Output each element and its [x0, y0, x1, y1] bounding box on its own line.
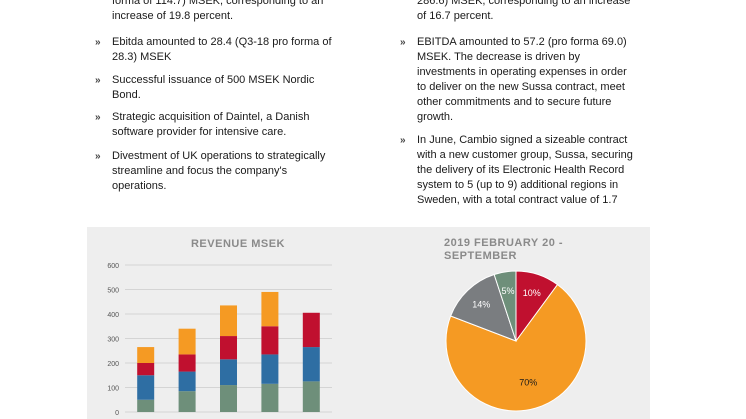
- left-bullet-2: » Successful issuance of 500 MSEK Nordic B…: [95, 73, 372, 103]
- right-bullet-line: Sweden, with a total contract value of 1…: [417, 194, 618, 206]
- right-bullet-2: » In June, Cambio signed a sizeable contr…: [400, 133, 677, 208]
- y-tick-label: 400: [107, 312, 119, 319]
- left-bullet-line: Divestment of UK operations to strategic…: [112, 150, 326, 162]
- bullet-marker-icon: »: [95, 112, 101, 123]
- left-bullet-line: operations.: [112, 180, 167, 192]
- left-bullet-line: 28.3) MSEK: [112, 51, 172, 63]
- right-bullet-0: 286.6) MSEK, corresponding to an increas…: [400, 0, 677, 24]
- y-tick-label: 600: [107, 263, 119, 270]
- left-bullet-line: increase of 19.8 percent.: [112, 10, 234, 22]
- left-bullet-line: Strategic acquisition of Daintel, a Dani…: [112, 111, 310, 123]
- pie-slice-label: 70%: [519, 378, 537, 388]
- left-bullet-4: » Divestment of UK operations to strategi…: [95, 149, 372, 194]
- y-tick-label: 300: [107, 337, 119, 344]
- bullet-marker-icon: »: [95, 75, 101, 86]
- y-tick-label: 0: [115, 410, 119, 417]
- left-bullet-line: forma of 114.7) MSEK, corresponding to a…: [112, 0, 324, 7]
- right-bullet-line: system to 5 (up to 9) additional regions…: [417, 179, 619, 191]
- pie-slice-label: 5%: [502, 286, 515, 296]
- bar-segment: [302, 381, 320, 412]
- revenue-bar-chart: 0 100 200 300 400 500 600: [107, 263, 332, 417]
- bar-segment: [302, 312, 320, 348]
- right-bullet-line: In June, Cambio signed a sizeable contra…: [417, 134, 628, 146]
- right-bullet-line: growth.: [417, 111, 454, 123]
- bar-segment: [137, 375, 155, 400]
- left-bullet-line: streamline and focus the company's: [112, 165, 288, 177]
- y-tick-label: 100: [107, 386, 119, 393]
- bar-segment: [178, 391, 196, 412]
- left-bullet-line: Successful issuance of 500 MSEK Nordic: [112, 74, 315, 86]
- bar-segment: [178, 371, 196, 392]
- left-bullet-line: Ebitda amounted to 28.4 (Q3-18 pro forma…: [112, 36, 332, 48]
- bar-segment: [137, 363, 155, 376]
- right-bullet-1: » EBITDA amounted to 57.2 (pro forma 69.0…: [400, 35, 677, 125]
- revenue-chart-title: REVENUE MSEK: [190, 238, 286, 250]
- right-bullet-line: other commitments and to secure future: [417, 96, 612, 108]
- bar-segment: [137, 399, 155, 412]
- charts-panel: REVENUE MSEK 0 100 200 300 400 500 600 2019 FE…: [87, 227, 650, 419]
- bullet-marker-icon: »: [95, 37, 101, 48]
- pie-slice: [449, 273, 517, 342]
- bar-segment: [261, 326, 279, 355]
- bar-segment: [178, 354, 196, 372]
- bullet-marker-icon: »: [400, 135, 406, 146]
- bar-segment: [220, 305, 237, 337]
- bullet-marker-icon: »: [400, 37, 406, 48]
- right-bullet-line: investments in operating expenses in ord…: [417, 66, 627, 78]
- bullet-marker-icon: »: [95, 151, 101, 162]
- bar-segment: [178, 328, 196, 355]
- pie-chart-title: 2019 FEBRUARY 20 - SEPTEMBER: [444, 237, 564, 262]
- right-bullet-line: the delivery of its Electronic Health Re…: [417, 164, 625, 176]
- bar-segment: [261, 291, 279, 327]
- left-bullet-0: forma of 114.7) MSEK, corresponding to a…: [95, 0, 372, 24]
- bar-segment: [220, 336, 237, 360]
- y-tick-label: 200: [107, 361, 119, 368]
- period-pie-chart: 10% 70% 14% 5%: [445, 270, 587, 412]
- left-bullet-3: » Strategic acquisition of Daintel, a Dan…: [95, 110, 372, 140]
- right-bullet-line: MSEK. The decrease is driven by: [417, 51, 581, 63]
- left-bullet-1: » Ebitda amounted to 28.4 (Q3-18 pro form…: [95, 35, 372, 65]
- pie-slice-label: 10%: [523, 288, 541, 298]
- y-tick-label: 500: [107, 288, 119, 295]
- pie-slice-label: 14%: [472, 300, 490, 310]
- bar-segment: [261, 383, 279, 412]
- left-bullet-line: software provider for intensive care.: [112, 126, 287, 138]
- left-bullet-line: Bond.: [112, 89, 141, 101]
- right-bullet-line: to deliver on the new Sussa contract, me…: [417, 81, 625, 93]
- bar-segment: [302, 347, 320, 382]
- bar-segment: [220, 385, 237, 412]
- pie-slice: [493, 270, 517, 342]
- pie-slice: [445, 283, 587, 412]
- bar-segment: [261, 354, 279, 384]
- bar-segment: [220, 359, 237, 386]
- bar-segment: [137, 347, 155, 363]
- right-bullet-line: with a new customer group, Sussa, securi…: [417, 149, 633, 161]
- right-bullet-line: of 16.7 percent.: [417, 10, 494, 22]
- right-bullet-line: EBITDA amounted to 57.2 (pro forma 69.0): [417, 36, 627, 48]
- right-bullet-line: 286.6) MSEK, corresponding to an increas…: [417, 0, 631, 7]
